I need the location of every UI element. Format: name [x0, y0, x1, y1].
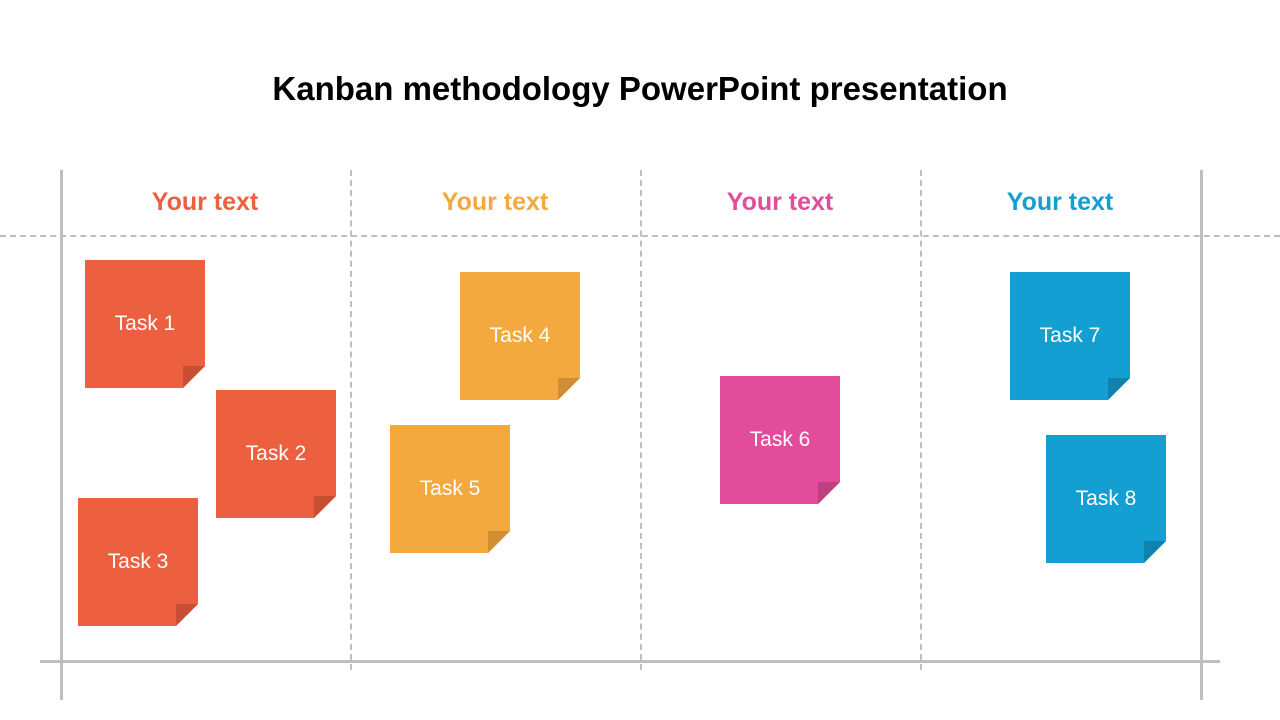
note-fold-icon: [314, 496, 336, 518]
slide-title: Kanban methodology PowerPoint presentati…: [0, 70, 1280, 108]
task-note-4[interactable]: Task 4: [460, 272, 580, 400]
board-col-divider: [640, 170, 642, 670]
column-header-1: Your text: [60, 188, 350, 217]
note-fold-icon: [488, 531, 510, 553]
task-note-2[interactable]: Task 2: [216, 390, 336, 518]
task-note-8[interactable]: Task 8: [1046, 435, 1166, 563]
kanban-slide: { "title": { "text": "Kanban methodology…: [0, 0, 1280, 720]
note-fold-icon: [1108, 378, 1130, 400]
board-bottom-line: [40, 660, 1220, 663]
task-note-label: Task 4: [490, 324, 551, 348]
task-note-label: Task 2: [246, 442, 307, 466]
note-fold-icon: [558, 378, 580, 400]
note-fold-icon: [176, 604, 198, 626]
task-note-7[interactable]: Task 7: [1010, 272, 1130, 400]
note-fold-icon: [1144, 541, 1166, 563]
board-header-divider: [0, 235, 1280, 237]
board-col-divider: [920, 170, 922, 670]
board-col-divider: [350, 170, 352, 670]
task-note-1[interactable]: Task 1: [85, 260, 205, 388]
task-note-label: Task 6: [750, 428, 811, 452]
board-outer-vline: [60, 170, 63, 700]
task-note-label: Task 3: [108, 550, 169, 574]
task-note-5[interactable]: Task 5: [390, 425, 510, 553]
task-note-label: Task 5: [420, 477, 481, 501]
column-header-4: Your text: [920, 188, 1200, 217]
task-note-label: Task 8: [1076, 487, 1137, 511]
column-header-3: Your text: [640, 188, 920, 217]
column-header-2: Your text: [350, 188, 640, 217]
note-fold-icon: [183, 366, 205, 388]
task-note-label: Task 7: [1040, 324, 1101, 348]
task-note-6[interactable]: Task 6: [720, 376, 840, 504]
note-fold-icon: [818, 482, 840, 504]
board-outer-vline: [1200, 170, 1203, 700]
task-note-3[interactable]: Task 3: [78, 498, 198, 626]
task-note-label: Task 1: [115, 312, 176, 336]
